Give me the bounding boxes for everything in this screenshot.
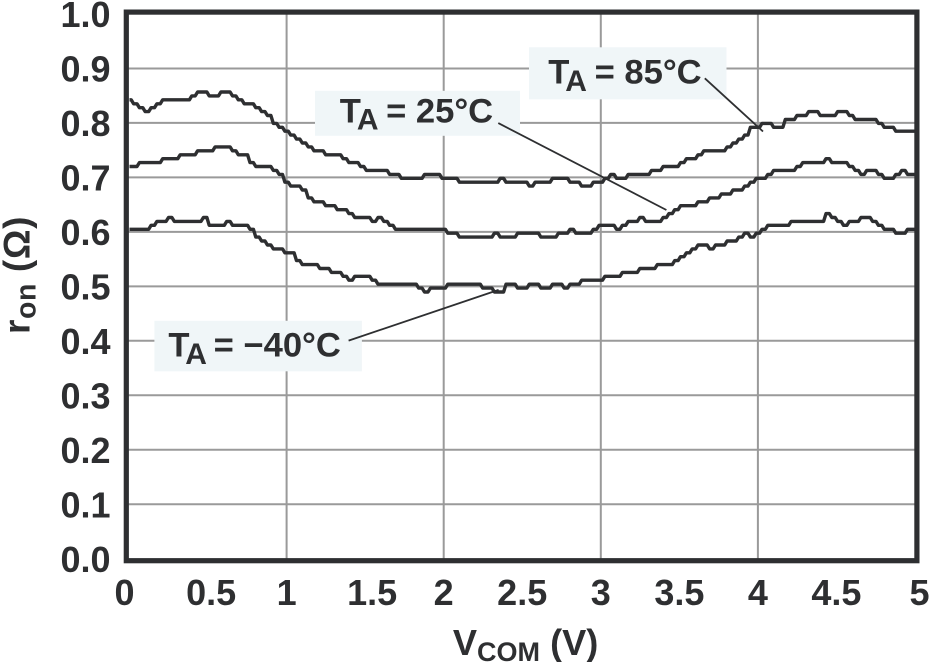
svg-text:= 85°C: = 85°C [595, 54, 702, 92]
svg-text:A: A [565, 65, 587, 98]
svg-text:5: 5 [909, 572, 929, 613]
svg-text:0.7: 0.7 [60, 158, 110, 199]
svg-text:0: 0 [114, 572, 134, 613]
svg-text:0.2: 0.2 [60, 430, 110, 471]
svg-text:0.5: 0.5 [186, 572, 236, 613]
svg-text:0.3: 0.3 [60, 375, 110, 416]
svg-text:T: T [340, 92, 361, 130]
svg-text:4: 4 [748, 572, 768, 613]
svg-text:1: 1 [277, 572, 297, 613]
svg-text:3.5: 3.5 [654, 572, 704, 613]
svg-text:= 25°C: = 25°C [386, 92, 493, 130]
svg-text:0.5: 0.5 [60, 267, 110, 308]
svg-text:A: A [185, 338, 207, 371]
svg-text:2: 2 [434, 572, 454, 613]
svg-text:1.5: 1.5 [347, 572, 397, 613]
svg-text:A: A [357, 104, 379, 137]
svg-text:3: 3 [591, 572, 611, 613]
svg-text:T: T [168, 326, 189, 364]
svg-text:1.0: 1.0 [60, 0, 110, 35]
svg-text:T: T [548, 54, 569, 92]
svg-text:= −40°C: = −40°C [214, 326, 341, 364]
svg-text:0.8: 0.8 [60, 103, 110, 144]
svg-text:4.5: 4.5 [811, 572, 861, 613]
svg-text:0.1: 0.1 [60, 484, 110, 525]
svg-text:ron (Ω): ron (Ω) [0, 216, 43, 334]
svg-text:0.6: 0.6 [60, 212, 110, 253]
svg-text:0.4: 0.4 [60, 321, 110, 362]
svg-text:2.5: 2.5 [497, 572, 547, 613]
svg-text:0.0: 0.0 [60, 539, 110, 580]
svg-text:0.9: 0.9 [60, 49, 110, 90]
